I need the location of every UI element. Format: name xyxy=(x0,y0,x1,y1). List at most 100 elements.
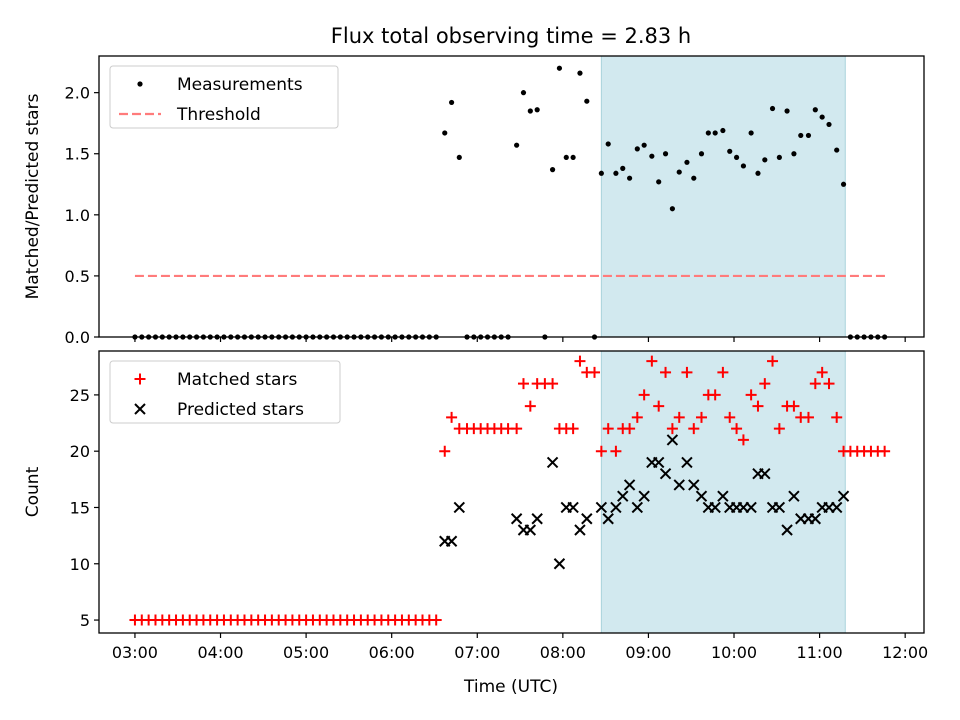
data-point xyxy=(556,65,563,71)
legend-marker xyxy=(134,403,146,415)
data-point xyxy=(613,170,619,176)
data-point xyxy=(791,151,797,157)
data-point xyxy=(688,423,700,435)
data-point xyxy=(831,411,843,423)
x-tick-label: 07:00 xyxy=(454,643,500,662)
legend-marker xyxy=(134,373,146,385)
y-axis-label: Count xyxy=(23,466,43,517)
data-point xyxy=(709,501,721,514)
data-point xyxy=(610,501,622,514)
data-point xyxy=(652,456,665,469)
data-point xyxy=(691,175,697,181)
y-tick-label: 0.5 xyxy=(65,267,90,286)
data-point xyxy=(510,513,523,525)
data-point xyxy=(837,490,850,502)
data-point xyxy=(456,154,462,161)
data-point xyxy=(724,411,736,423)
data-point xyxy=(442,130,448,136)
data-point xyxy=(733,154,740,161)
legend: Measurements Threshold xyxy=(109,65,339,129)
data-point xyxy=(727,148,733,154)
data-point xyxy=(617,490,629,502)
legend: Matched stars Predicted stars xyxy=(109,360,341,424)
data-point xyxy=(776,154,782,161)
data-point xyxy=(762,157,768,163)
data-point xyxy=(624,423,636,435)
data-point xyxy=(653,400,665,412)
x-tick-label: 04:00 xyxy=(197,643,243,662)
ratio-panel: 0.0 0.5 1.0 1.5 2.0 Matched/Predicted stars Me… xyxy=(23,55,925,347)
data-point xyxy=(448,99,455,106)
y-tick-label: 5 xyxy=(80,611,90,630)
data-point xyxy=(602,513,614,525)
data-point xyxy=(549,167,556,173)
data-point xyxy=(759,378,771,390)
data-point xyxy=(589,366,601,378)
data-point xyxy=(631,411,643,423)
data-point xyxy=(767,355,779,367)
data-point xyxy=(681,366,693,378)
observing-window-span xyxy=(600,55,846,338)
observing-window-span xyxy=(600,350,846,634)
data-point xyxy=(688,479,700,491)
chart-title: Flux total observing time = 2.83 h xyxy=(331,24,691,48)
data-point xyxy=(788,400,800,412)
data-point xyxy=(570,154,576,161)
data-point xyxy=(769,105,776,112)
data-point xyxy=(445,535,458,547)
data-point xyxy=(553,558,566,570)
y-tick-label: 25 xyxy=(70,386,90,405)
x-tick-label: 11:00 xyxy=(797,643,843,662)
data-point xyxy=(567,501,579,514)
data-point xyxy=(453,501,466,514)
legend-label: Measurements xyxy=(177,75,303,95)
data-point xyxy=(581,513,593,525)
data-point xyxy=(546,456,559,469)
data-point xyxy=(673,411,685,423)
data-point xyxy=(673,479,685,491)
data-point xyxy=(446,411,458,423)
data-point xyxy=(517,378,529,390)
data-point xyxy=(798,132,804,139)
data-point xyxy=(781,524,793,536)
data-point xyxy=(634,146,640,152)
legend-box xyxy=(109,360,341,424)
y-tick-label: 0.0 xyxy=(65,328,90,347)
data-point xyxy=(695,490,708,502)
data-point xyxy=(660,366,672,378)
legend-box xyxy=(109,65,339,129)
data-point xyxy=(773,423,785,435)
data-point xyxy=(684,159,690,165)
data-point xyxy=(826,121,832,128)
series-measurements xyxy=(132,65,888,340)
data-point xyxy=(623,479,636,491)
data-point xyxy=(527,108,533,114)
data-point xyxy=(595,445,607,457)
data-point xyxy=(752,400,764,412)
data-point xyxy=(748,130,754,136)
x-tick-label: 05:00 xyxy=(283,643,329,662)
axes-frame xyxy=(98,350,925,634)
data-point xyxy=(669,206,675,212)
data-point xyxy=(567,423,579,435)
data-point xyxy=(819,114,825,120)
x-axis-label: Time (UTC) xyxy=(463,677,558,697)
data-point xyxy=(514,142,520,148)
data-point xyxy=(577,70,583,76)
data-point xyxy=(649,153,655,159)
data-point xyxy=(834,147,840,153)
legend-label: Predicted stars xyxy=(177,400,304,420)
data-point xyxy=(717,490,729,502)
data-point xyxy=(598,170,604,176)
axes-frame xyxy=(98,55,925,338)
data-point xyxy=(627,175,633,181)
data-point xyxy=(759,467,771,480)
data-point xyxy=(524,524,537,536)
data-point xyxy=(605,141,611,147)
legend-label: Matched stars xyxy=(177,370,297,390)
data-point xyxy=(745,389,757,401)
data-point xyxy=(574,355,586,367)
data-point xyxy=(712,130,718,136)
y-tick-label: 10 xyxy=(70,555,90,574)
data-point xyxy=(641,142,647,148)
